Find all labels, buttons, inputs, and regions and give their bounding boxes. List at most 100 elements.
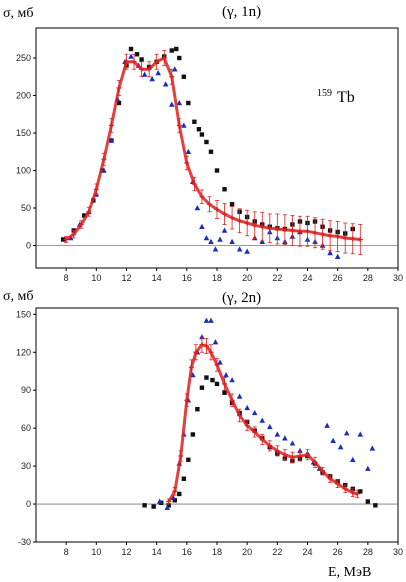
triangle-point: [176, 100, 183, 106]
square-point: [373, 503, 378, 508]
x-tick-label: 14: [152, 547, 162, 557]
x-tick-label: 16: [182, 547, 192, 557]
triangle-point: [101, 167, 107, 173]
top-series-squares: [60, 46, 355, 242]
x-tick-label: 10: [91, 547, 101, 557]
square-point: [186, 457, 191, 462]
triangle-point: [171, 66, 178, 72]
y-tick-label: -30: [18, 537, 31, 547]
bottom-x-ticks: 8 10 12 14 16 18 20 22 24 26 28 30: [64, 542, 403, 557]
triangle-point: [208, 238, 214, 244]
square-point: [229, 202, 235, 207]
triangle-point: [156, 498, 163, 504]
triangle-point: [217, 236, 223, 242]
x-tick-label: 20: [242, 273, 252, 283]
y-tick-label: 150: [16, 309, 31, 319]
triangle-point: [334, 253, 341, 259]
square-point: [128, 46, 134, 52]
triangle-point: [203, 235, 210, 241]
triangle-point: [337, 444, 344, 450]
bottom-y-ticks: -30 0 30 60 90 120 150: [16, 309, 36, 547]
nucleus-symbol: Tb: [337, 89, 355, 106]
square-point: [177, 55, 182, 61]
square-point: [222, 187, 227, 192]
square-point: [181, 476, 187, 481]
x-tick-label: 18: [212, 547, 222, 557]
triangle-point: [330, 437, 336, 444]
panel-top: 8 10 12 14 16 18 20 22 24 26 28 30 050100150200250 …: [3, 4, 403, 283]
square-point: [181, 74, 187, 79]
bottom-reaction-label: (γ, 2n): [222, 290, 261, 306]
triangle-point: [236, 393, 243, 399]
square-point: [210, 377, 215, 383]
triangle-point: [229, 238, 235, 244]
square-point: [222, 390, 227, 395]
x-tick-label: 20: [242, 547, 252, 557]
square-point: [204, 139, 209, 145]
x-tick-label: 18: [212, 273, 222, 283]
square-point: [208, 149, 214, 154]
y-tick-label: 50: [21, 203, 31, 213]
triangle-point: [266, 423, 273, 430]
square-point: [365, 499, 371, 504]
bottom-series-squares: [142, 375, 378, 509]
y-tick-label: 250: [16, 53, 31, 63]
x-tick-label: 12: [121, 273, 131, 283]
triangle-point: [229, 377, 235, 383]
square-point: [116, 100, 122, 106]
x-axis-label: E, МэВ: [328, 565, 371, 580]
top-reaction-label: (γ, 1n): [222, 4, 261, 20]
top-y-ticks: 0 50 100 150 200 250: [16, 53, 36, 251]
square-point: [174, 46, 179, 52]
triangle-point: [221, 227, 228, 233]
triangle-point: [236, 246, 243, 252]
x-tick-label: 28: [363, 273, 373, 283]
square-point: [186, 100, 191, 106]
x-tick-label: 22: [272, 273, 282, 283]
y-tick-label: 0: [26, 241, 31, 251]
x-tick-label: 26: [333, 547, 343, 557]
y-tick-label: 90: [21, 385, 31, 395]
triangle-point: [369, 445, 376, 451]
evaluated-curve: [65, 56, 361, 241]
triangle-point: [108, 137, 115, 143]
x-tick-label: 8: [64, 547, 69, 557]
triangle-point: [244, 248, 250, 254]
triangle-point: [282, 435, 288, 441]
x-tick-label: 14: [152, 273, 162, 283]
triangle-point: [208, 317, 214, 323]
triangle-point: [244, 404, 250, 411]
square-point: [60, 237, 66, 242]
triangle-point: [162, 81, 169, 87]
bottom-series-triangles: [156, 317, 376, 511]
square-point: [172, 498, 177, 503]
triangle-point: [155, 70, 161, 76]
square-point: [82, 213, 87, 218]
triangle-point: [194, 205, 201, 211]
square-point: [177, 491, 182, 497]
square-point: [196, 127, 202, 132]
square-point: [358, 489, 363, 494]
x-tick-label: 22: [272, 547, 282, 557]
triangle-point: [349, 456, 356, 462]
triangle-point: [185, 148, 192, 154]
x-tick-label: 30: [393, 273, 403, 283]
triangle-point: [168, 101, 175, 107]
triangle-point: [223, 372, 229, 378]
square-point: [134, 52, 140, 57]
bottom-ylabel: σ, мб: [3, 289, 34, 304]
nucleus-mass: 159: [317, 88, 332, 99]
triangle-point: [141, 71, 148, 77]
triangle-point: [324, 422, 330, 428]
triangle-point: [343, 430, 350, 436]
triangle-point: [274, 431, 281, 437]
triangle-point: [164, 504, 171, 511]
top-series-evaluated: [63, 50, 363, 255]
square-point: [142, 503, 147, 508]
bottom-series-evaluated: [166, 336, 360, 505]
triangle-point: [128, 53, 134, 59]
triangle-point: [365, 465, 371, 471]
triangle-point: [259, 417, 266, 423]
x-tick-label: 10: [91, 273, 101, 283]
